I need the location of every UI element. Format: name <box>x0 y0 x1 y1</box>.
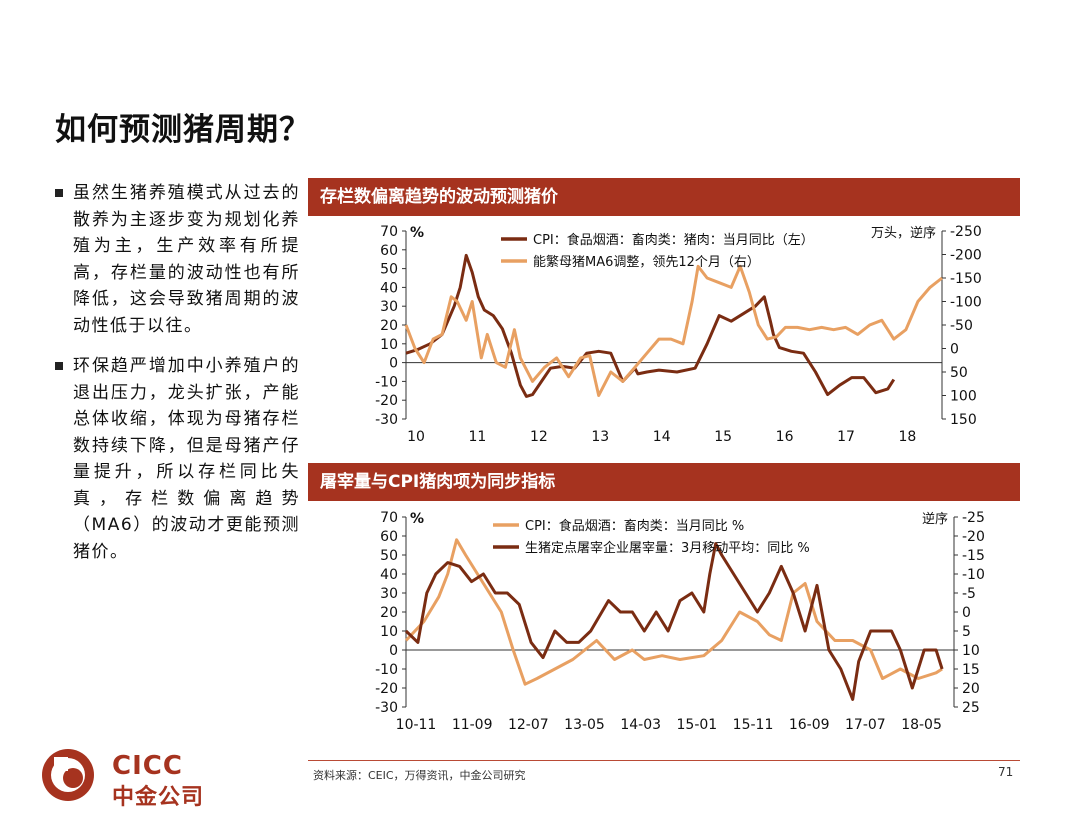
right-unit-label: 逆序 <box>922 511 948 527</box>
left-tick-label: 30 <box>380 586 398 602</box>
left-tick-label: 50 <box>380 262 398 278</box>
right-tick-label: 10 <box>962 643 980 659</box>
x-tick-label: 17-07 <box>845 717 886 733</box>
left-tick-label: 10 <box>380 624 398 640</box>
bullet-text: 虽然生猪养殖模式从过去的散养为主逐步变为规划化养殖为主，生产效率有所提高，存栏量… <box>73 183 300 336</box>
x-tick-label: 10 <box>407 429 425 445</box>
x-tick-label: 11-09 <box>452 717 493 733</box>
x-tick-label: 15-11 <box>733 717 774 733</box>
right-tick-label: 5 <box>962 624 971 640</box>
left-unit-label: % <box>410 225 424 241</box>
x-tick-label: 15 <box>714 429 732 445</box>
x-tick-label: 15-01 <box>677 717 718 733</box>
logo-text-cn: 中金公司 <box>112 785 205 810</box>
x-tick-label: 16 <box>776 429 794 445</box>
left-tick-label: 10 <box>380 337 398 353</box>
x-tick-label: 14-03 <box>620 717 661 733</box>
chart2-title: 屠宰量与CPI猪肉项为同步指标 <box>308 463 1020 501</box>
chart1-title: 存栏数偏离趋势的波动预测猪价 <box>308 178 1020 216</box>
right-tick-label: -10 <box>962 567 985 583</box>
x-tick-label: 11 <box>469 429 487 445</box>
series-line-1 <box>405 253 896 398</box>
left-tick-label: -30 <box>375 700 398 716</box>
right-tick-label: -20 <box>962 529 985 545</box>
cicc-logo-icon <box>42 749 94 801</box>
x-tick-label: 10-11 <box>396 717 437 733</box>
logo-text-en: CICC <box>112 751 183 781</box>
left-tick-label: -10 <box>375 374 398 390</box>
right-tick-label: -200 <box>950 248 982 264</box>
right-tick-label: 150 <box>950 412 977 428</box>
left-tick-label: 60 <box>380 243 398 259</box>
bullet-square-icon <box>55 189 63 197</box>
footer-divider <box>308 760 1020 761</box>
left-tick-label: -20 <box>375 681 398 697</box>
left-tick-label: 20 <box>380 605 398 621</box>
x-tick-label: 18-05 <box>901 717 942 733</box>
right-tick-label: 50 <box>950 365 968 381</box>
source-note: 资料来源：CEIC，万得资讯，中金公司研究 <box>313 769 526 782</box>
series-line-2 <box>404 264 943 397</box>
legend-label: CPI：食品烟酒：畜肉类：当月同比 % <box>525 518 744 534</box>
right-tick-label: -15 <box>962 548 985 564</box>
x-tick-label: 12 <box>530 429 548 445</box>
right-tick-label: 20 <box>962 681 980 697</box>
bullet-item: 虽然生猪养殖模式从过去的散养为主逐步变为规划化养殖为主，生产效率有所提高，存栏量… <box>55 180 300 339</box>
right-tick-label: 0 <box>950 342 959 358</box>
right-unit-label: 万头，逆序 <box>871 225 936 241</box>
left-tick-label: 40 <box>380 567 398 583</box>
bullet-square-icon <box>55 362 63 370</box>
x-tick-label: 16-09 <box>789 717 830 733</box>
left-tick-label: -20 <box>375 393 398 409</box>
legend-label: CPI：食品烟酒：畜肉类：猪肉：当月同比（左） <box>533 232 814 248</box>
x-tick-label: 17 <box>837 429 855 445</box>
x-tick-label: 14 <box>653 429 671 445</box>
right-tick-label: -250 <box>950 224 982 240</box>
bullet-item: 环保趋严增加中小养殖户的退出压力，龙头扩张，产能总体收缩，体现为母猪存栏数持续下… <box>55 353 300 565</box>
left-tick-label: 70 <box>380 510 398 526</box>
right-tick-label: 25 <box>962 700 980 716</box>
page-number: 71 <box>998 765 1014 779</box>
left-tick-label: -10 <box>375 662 398 678</box>
left-tick-label: 70 <box>380 224 398 240</box>
right-tick-label: -150 <box>950 271 982 287</box>
bullet-list: 虽然生猪养殖模式从过去的散养为主逐步变为规划化养殖为主，生产效率有所提高，存栏量… <box>55 180 300 579</box>
legend-label: 能繁母猪MA6调整，领先12个月（右） <box>533 254 760 270</box>
right-tick-label: 0 <box>962 605 971 621</box>
right-tick-label: -5 <box>962 586 976 602</box>
right-tick-label: -25 <box>962 510 985 526</box>
x-tick-label: 18 <box>899 429 917 445</box>
chart1: 706050403020100-10-20-30-250-200-150-100… <box>375 224 982 445</box>
right-tick-label: -50 <box>950 318 973 334</box>
left-tick-label: 50 <box>380 548 398 564</box>
left-tick-label: 20 <box>380 318 398 334</box>
left-unit-label: % <box>410 511 424 527</box>
x-tick-label: 12-07 <box>508 717 549 733</box>
left-tick-label: 0 <box>389 356 398 372</box>
legend-label: 生猪定点屠宰企业屠宰量：3月移动平均：同比 % <box>525 540 810 556</box>
right-tick-label: -100 <box>950 295 982 311</box>
page-title: 如何预测猪周期？ <box>55 112 311 148</box>
left-tick-label: 0 <box>389 643 398 659</box>
x-tick-label: 13 <box>591 429 609 445</box>
left-tick-label: 30 <box>380 299 398 315</box>
left-tick-label: 60 <box>380 529 398 545</box>
left-tick-label: -30 <box>375 412 398 428</box>
bullet-text: 环保趋严增加中小养殖户的退出压力，龙头扩张，产能总体收缩，体现为母猪存栏数持续下… <box>73 356 300 562</box>
series-line-2 <box>404 542 944 701</box>
left-tick-label: 40 <box>380 280 398 296</box>
right-tick-label: 100 <box>950 389 977 405</box>
x-tick-label: 13-05 <box>564 717 605 733</box>
chart2: 70 60 50 40 30 20 10 0 -10 -20 -30 -25 -20 -15 -10 -5 0 5… <box>375 510 985 733</box>
right-tick-label: 15 <box>962 662 980 678</box>
